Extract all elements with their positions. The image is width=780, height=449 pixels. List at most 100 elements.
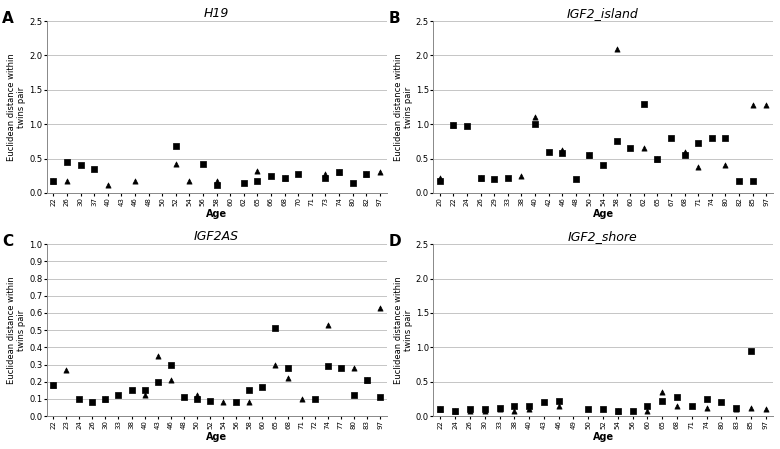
Point	[637, 145, 650, 152]
Point	[508, 407, 520, 414]
Point	[211, 177, 223, 184]
Point	[651, 155, 664, 162]
Point	[178, 394, 190, 401]
X-axis label: Age: Age	[206, 209, 227, 219]
Point	[449, 407, 462, 414]
Point	[692, 163, 704, 171]
Point	[61, 158, 73, 166]
Point	[529, 121, 541, 128]
Point	[165, 376, 177, 383]
Point	[319, 170, 332, 177]
Title: IGF2AS: IGF2AS	[194, 230, 239, 243]
Point	[760, 101, 772, 109]
Point	[321, 321, 334, 329]
Point	[88, 165, 101, 172]
Point	[151, 378, 164, 385]
Point	[597, 162, 609, 169]
Point	[447, 121, 459, 128]
Point	[129, 178, 141, 185]
Point	[461, 123, 473, 130]
Point	[583, 152, 596, 159]
Point	[719, 134, 732, 141]
Point	[686, 402, 698, 409]
Point	[700, 395, 713, 402]
Y-axis label: Euclidean distance within
twins pair: Euclidean distance within twins pair	[394, 53, 413, 161]
Point	[333, 169, 346, 176]
Point	[612, 407, 624, 414]
Point	[478, 407, 491, 414]
Point	[671, 393, 683, 401]
Point	[542, 148, 555, 155]
Point	[552, 402, 565, 409]
Point	[569, 176, 582, 183]
Point	[99, 395, 112, 402]
Point	[211, 181, 223, 188]
X-axis label: Age: Age	[593, 209, 614, 219]
Point	[760, 405, 772, 413]
Point	[624, 145, 636, 152]
Point	[597, 405, 609, 413]
Point	[47, 382, 59, 389]
Point	[552, 397, 565, 405]
Point	[61, 178, 73, 185]
Point	[348, 392, 360, 399]
Point	[204, 397, 216, 404]
Point	[529, 114, 541, 121]
Point	[730, 404, 743, 411]
Point	[308, 395, 321, 402]
Point	[434, 405, 447, 413]
Point	[612, 407, 624, 414]
Point	[474, 174, 487, 181]
Point	[641, 402, 654, 409]
Point	[86, 399, 98, 406]
Point	[138, 392, 151, 399]
Point	[112, 392, 125, 399]
Point	[537, 399, 550, 406]
Point	[292, 170, 304, 177]
Y-axis label: Euclidean distance within
twins pair: Euclidean distance within twins pair	[7, 276, 27, 384]
Point	[700, 404, 713, 411]
Point	[360, 376, 373, 383]
Text: D: D	[388, 234, 402, 249]
Point	[582, 405, 594, 413]
Point	[165, 361, 177, 368]
Point	[745, 404, 757, 411]
Point	[278, 174, 291, 181]
Title: H19: H19	[204, 7, 229, 20]
Point	[269, 361, 282, 368]
Point	[665, 134, 677, 141]
Point	[493, 404, 505, 411]
Point	[656, 397, 668, 405]
Point	[282, 365, 295, 372]
Point	[523, 402, 535, 409]
Point	[169, 143, 182, 150]
Point	[746, 101, 759, 109]
Title: IGF2_shore: IGF2_shore	[568, 230, 638, 243]
Point	[126, 387, 138, 394]
Point	[478, 405, 491, 413]
Point	[434, 405, 447, 413]
Point	[679, 148, 691, 155]
Point	[502, 174, 514, 181]
Text: C: C	[2, 234, 13, 249]
Point	[464, 407, 477, 414]
Point	[335, 365, 347, 372]
Point	[719, 162, 732, 169]
Point	[230, 399, 243, 406]
Point	[169, 161, 182, 168]
Point	[251, 167, 264, 175]
Point	[60, 366, 73, 373]
Point	[151, 352, 164, 360]
Title: IGF2_island: IGF2_island	[567, 7, 639, 20]
Point	[523, 405, 535, 413]
Point	[99, 395, 112, 402]
Point	[217, 399, 229, 406]
Point	[745, 347, 757, 354]
Point	[256, 383, 268, 391]
Point	[449, 407, 462, 414]
Point	[556, 147, 569, 154]
Point	[101, 181, 114, 188]
Point	[464, 405, 477, 413]
Point	[583, 152, 596, 159]
X-axis label: Age: Age	[593, 432, 614, 442]
